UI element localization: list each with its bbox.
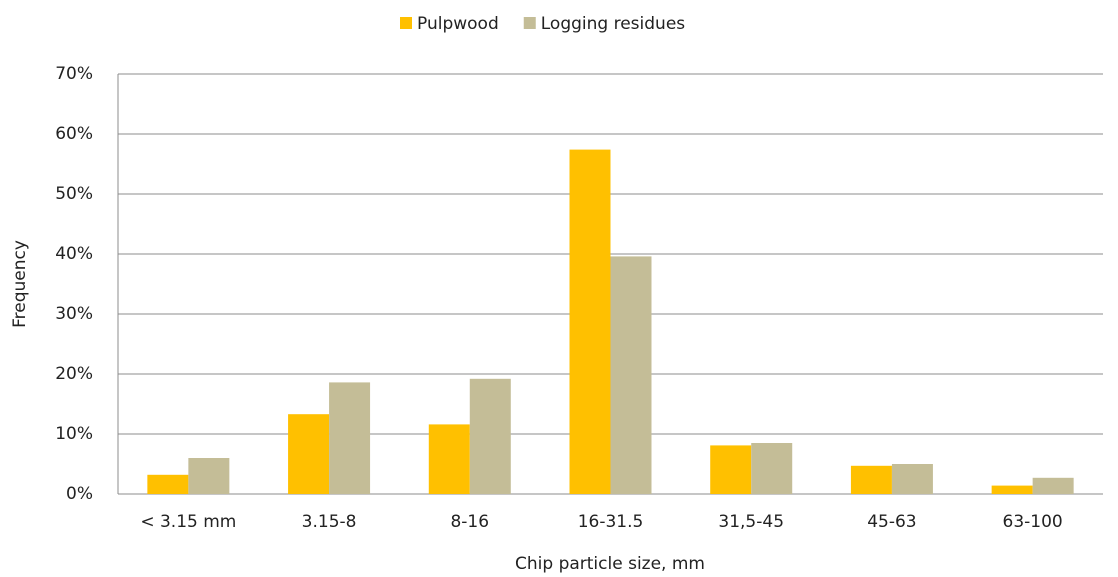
- bar: [610, 256, 652, 494]
- x-tick-label: 63-100: [1003, 512, 1063, 532]
- y-tick-label: 50%: [55, 184, 93, 204]
- bar: [428, 424, 470, 494]
- legend-label: Pulpwood: [417, 14, 499, 34]
- y-tick-label: 10%: [55, 424, 93, 444]
- bar: [891, 464, 933, 494]
- bar: [850, 465, 892, 494]
- bar: [991, 485, 1033, 494]
- legend-swatch: [400, 17, 412, 29]
- bar: [569, 149, 611, 494]
- bar: [1032, 477, 1074, 494]
- x-tick-label: 31,5-45: [718, 512, 784, 532]
- y-tick-label: 30%: [55, 304, 93, 324]
- x-tick-label: 8-16: [450, 512, 489, 532]
- y-tick-label: 20%: [55, 364, 93, 384]
- bar: [147, 474, 189, 494]
- legend-swatch: [523, 17, 536, 29]
- legend-label: Logging residues: [541, 14, 686, 34]
- bar: [329, 382, 371, 494]
- y-tick-label: 40%: [55, 244, 93, 264]
- bar: [469, 378, 511, 494]
- y-tick-label: 60%: [55, 124, 93, 144]
- y-axis-title: Frequency: [10, 240, 30, 328]
- y-tick-label: 70%: [55, 64, 93, 84]
- x-tick-label: 16-31.5: [578, 512, 644, 532]
- x-tick-label: < 3.15 mm: [140, 512, 236, 532]
- x-tick-label: 45-63: [867, 512, 916, 532]
- bar: [288, 414, 330, 494]
- x-axis-title: Chip particle size, mm: [515, 554, 705, 574]
- y-tick-label: 0%: [66, 484, 93, 504]
- x-tick-label: 3.15-8: [302, 512, 357, 532]
- bar: [751, 443, 793, 494]
- bar: [188, 458, 230, 494]
- bar: [710, 445, 752, 494]
